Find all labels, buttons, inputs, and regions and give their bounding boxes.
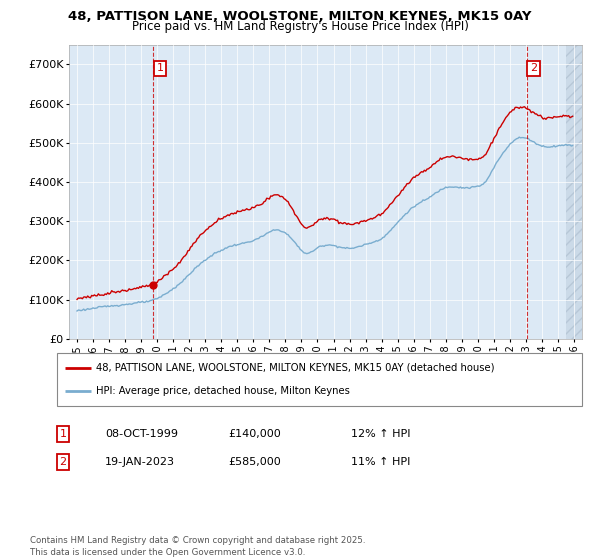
Text: Price paid vs. HM Land Registry's House Price Index (HPI): Price paid vs. HM Land Registry's House … [131,20,469,32]
Text: 48, PATTISON LANE, WOOLSTONE, MILTON KEYNES, MK15 0AY (detached house): 48, PATTISON LANE, WOOLSTONE, MILTON KEY… [97,363,495,373]
Text: 2: 2 [530,63,537,73]
Text: 48, PATTISON LANE, WOOLSTONE, MILTON KEYNES, MK15 0AY: 48, PATTISON LANE, WOOLSTONE, MILTON KEY… [68,10,532,23]
Text: 1: 1 [59,429,67,439]
Text: Contains HM Land Registry data © Crown copyright and database right 2025.
This d: Contains HM Land Registry data © Crown c… [30,536,365,557]
Text: 1: 1 [157,63,164,73]
Text: £140,000: £140,000 [228,429,281,439]
Text: 19-JAN-2023: 19-JAN-2023 [105,457,175,467]
Text: 12% ↑ HPI: 12% ↑ HPI [351,429,410,439]
Text: 2: 2 [59,457,67,467]
Text: 08-OCT-1999: 08-OCT-1999 [105,429,178,439]
Text: £585,000: £585,000 [228,457,281,467]
Text: 11% ↑ HPI: 11% ↑ HPI [351,457,410,467]
Text: HPI: Average price, detached house, Milton Keynes: HPI: Average price, detached house, Milt… [97,386,350,396]
Polygon shape [566,45,582,339]
